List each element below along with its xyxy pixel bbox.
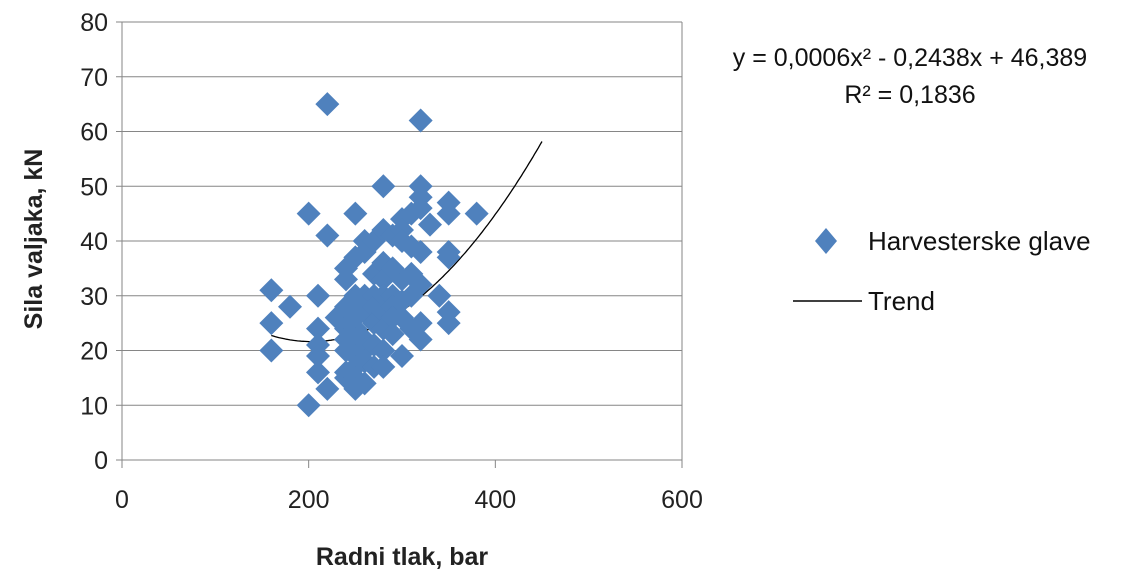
data-point — [371, 174, 396, 199]
x-tick-label: 400 — [474, 486, 516, 514]
data-point — [343, 201, 368, 226]
y-tick-label: 60 — [80, 119, 108, 147]
y-tick-label: 70 — [80, 64, 108, 92]
axes — [116, 21, 683, 468]
x-axis-title: Radni tlak, bar — [316, 543, 489, 571]
y-tick-label: 20 — [80, 338, 108, 366]
data-point — [436, 201, 461, 226]
legend-diamond-marker — [815, 228, 837, 254]
data-point — [408, 311, 433, 336]
data-point — [418, 212, 442, 237]
x-tick-label: 600 — [661, 486, 703, 514]
legend: Harvesterske glave Trend — [793, 226, 1091, 316]
data-point — [352, 371, 377, 396]
data-point — [408, 327, 433, 352]
legend-label-harvesterske-glave: Harvesterske glave — [868, 226, 1091, 256]
data-point — [259, 338, 284, 363]
data-point — [306, 343, 330, 368]
data-point — [306, 316, 330, 341]
x-tick-label: 0 — [115, 486, 129, 514]
y-tick-label: 40 — [80, 228, 108, 256]
data-point — [408, 108, 433, 133]
r-squared-label: R² = 0,1836 — [844, 81, 975, 109]
data-point — [436, 245, 461, 270]
data-point — [278, 294, 302, 319]
y-tick-label: 30 — [80, 283, 108, 311]
data-point — [427, 283, 452, 308]
y-tick-label: 50 — [80, 173, 108, 201]
data-point — [334, 267, 358, 292]
data-point — [371, 354, 396, 379]
data-point — [371, 338, 396, 363]
y-axis-title: Sila valjaka, kN — [20, 149, 48, 330]
data-point — [380, 322, 405, 347]
y-tick-label: 10 — [80, 392, 108, 420]
tick-labels: 0 10 20 30 40 50 60 70 80 0 200 400 600 — [80, 9, 703, 514]
data-point — [259, 311, 284, 336]
data-points — [259, 92, 489, 418]
data-point — [306, 360, 330, 385]
data-point — [408, 196, 433, 221]
legend-label-trend: Trend — [868, 286, 935, 316]
data-point — [436, 311, 461, 336]
x-tick-label: 200 — [288, 486, 330, 514]
data-point — [390, 343, 414, 368]
y-tick-label: 0 — [94, 447, 108, 475]
data-point — [306, 283, 330, 308]
data-point — [315, 223, 340, 248]
data-point — [296, 201, 321, 226]
data-point — [259, 278, 284, 303]
data-point — [296, 393, 321, 418]
data-point — [408, 239, 433, 264]
y-tick-label: 80 — [80, 9, 108, 37]
data-point — [315, 92, 340, 117]
data-point — [408, 272, 433, 297]
data-point — [464, 201, 489, 226]
data-point — [315, 376, 340, 401]
trend-equation: y = 0,0006x² - 0,2438x + 46,389 — [733, 44, 1087, 72]
